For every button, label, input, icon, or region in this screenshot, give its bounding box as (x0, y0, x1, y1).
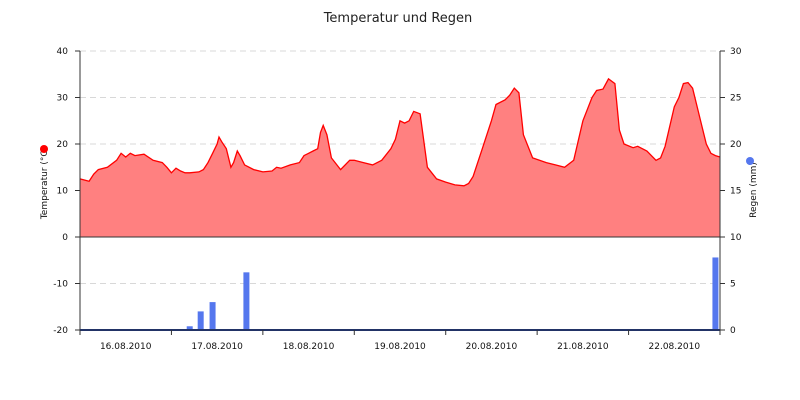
y-left-ticks: 40 30 20 10 0 -10 -20 (53, 47, 80, 336)
x-tick-label: 18.08.2010 (283, 342, 335, 352)
y-right-tick-label: 30 (730, 47, 742, 57)
y-left-tick-label: 20 (57, 140, 69, 150)
rain-bar (197, 311, 204, 330)
y-left-tick-label: 10 (57, 187, 69, 197)
y-right-label: Regen (mm) (749, 162, 759, 218)
chart-title: Temperatur und Regen (323, 11, 473, 26)
rain-bar (712, 257, 719, 330)
x-tick-label: 17.08.2010 (191, 342, 243, 352)
x-tick-label: 21.08.2010 (557, 342, 609, 352)
y-left-tick-label: 0 (62, 233, 68, 243)
rain-bar (209, 302, 216, 330)
temperature-area (79, 77, 721, 238)
y-right-tick-label: 15 (730, 187, 741, 197)
temperature-area-fill (80, 78, 720, 238)
y-right-tick-label: 5 (730, 280, 736, 290)
x-tick-label: 16.08.2010 (100, 342, 152, 352)
x-tick-label: 20.08.2010 (466, 342, 518, 352)
y-left-tick-label: -20 (53, 326, 68, 336)
y-left-legend-dot (40, 145, 48, 153)
y-left-tick-label: 40 (57, 47, 69, 57)
rain-bars (186, 257, 719, 330)
y-left-tick-label: -10 (53, 280, 68, 290)
y-right-tick-label: 0 (730, 326, 736, 336)
y-right-legend-dot (746, 157, 754, 165)
rain-bar (186, 326, 193, 330)
x-tick-label: 19.08.2010 (374, 342, 426, 352)
y-right-tick-label: 20 (730, 140, 742, 150)
rain-bar (243, 272, 250, 330)
y-right-ticks: 30 25 20 15 10 5 0 (720, 47, 742, 336)
y-right-tick-label: 25 (730, 94, 741, 104)
y-left-label: Temperatur (°C) (40, 147, 50, 220)
x-tick-label: 22.08.2010 (649, 342, 701, 352)
x-tick-labels: 16.08.2010 17.08.2010 18.08.2010 19.08.2010… (79, 330, 721, 352)
temperature-line (79, 77, 721, 187)
y-right-tick-label: 10 (730, 233, 742, 243)
y-left-tick-label: 30 (57, 94, 69, 104)
